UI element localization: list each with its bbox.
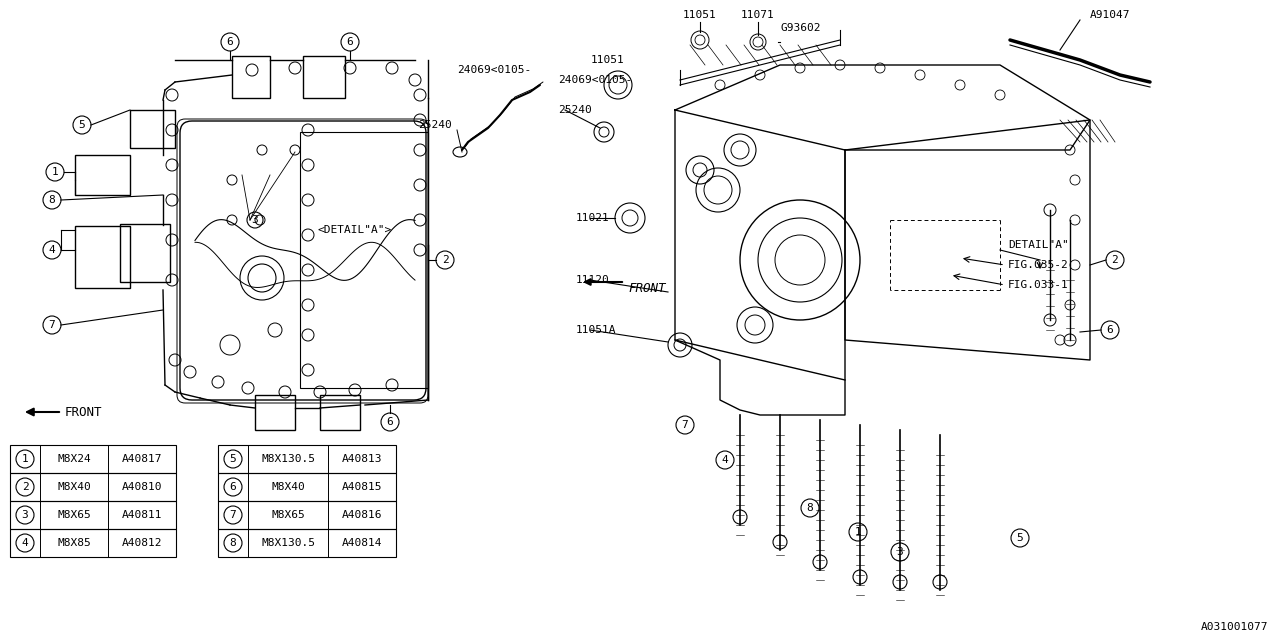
Text: FRONT: FRONT: [628, 282, 666, 294]
Text: A40812: A40812: [122, 538, 163, 548]
Text: A40810: A40810: [122, 482, 163, 492]
Text: M8X65: M8X65: [58, 510, 91, 520]
Text: 3: 3: [252, 215, 259, 225]
Bar: [218, 445, 396, 473]
Text: 4: 4: [49, 245, 55, 255]
Text: 5: 5: [229, 454, 237, 464]
Text: 11051A: 11051A: [576, 325, 617, 335]
Text: 1: 1: [855, 527, 861, 537]
Text: 11021: 11021: [576, 213, 609, 223]
Text: 1: 1: [51, 167, 59, 177]
Text: M8X24: M8X24: [58, 454, 91, 464]
Bar: [255, 395, 294, 430]
Text: 5: 5: [78, 120, 86, 130]
Text: <DETAIL"A">: <DETAIL"A">: [317, 225, 392, 235]
Text: FRONT: FRONT: [65, 406, 102, 419]
Text: 1: 1: [22, 454, 28, 464]
Text: A40813: A40813: [342, 454, 383, 464]
Text: 11120: 11120: [576, 275, 609, 285]
Text: 11051: 11051: [684, 10, 717, 20]
Text: M8X85: M8X85: [58, 538, 91, 548]
Text: M8X40: M8X40: [58, 482, 91, 492]
Text: 6: 6: [347, 37, 353, 47]
Text: 8: 8: [229, 538, 237, 548]
Text: 4: 4: [722, 455, 728, 465]
Text: A91047: A91047: [1091, 10, 1130, 20]
Bar: [320, 395, 360, 430]
Text: FIG.035-2: FIG.035-2: [1009, 260, 1069, 270]
Bar: [10, 501, 177, 529]
Text: 7: 7: [49, 320, 55, 330]
Text: M8X130.5: M8X130.5: [261, 538, 315, 548]
Text: 6: 6: [1107, 325, 1114, 335]
Bar: [10, 445, 177, 473]
Bar: [76, 155, 131, 195]
Text: 24069<0105-: 24069<0105-: [558, 75, 632, 85]
Text: A40817: A40817: [122, 454, 163, 464]
Bar: [131, 110, 175, 148]
Text: 3: 3: [896, 547, 904, 557]
Text: M8X130.5: M8X130.5: [261, 454, 315, 464]
Bar: [232, 56, 270, 98]
Text: 6: 6: [227, 37, 233, 47]
Text: 4: 4: [22, 538, 28, 548]
Text: 8: 8: [49, 195, 55, 205]
Text: 24069<0105-: 24069<0105-: [457, 65, 531, 75]
Text: A40815: A40815: [342, 482, 383, 492]
Bar: [218, 473, 396, 501]
Bar: [218, 529, 396, 557]
Text: A40814: A40814: [342, 538, 383, 548]
Text: 2: 2: [442, 255, 448, 265]
Text: A40811: A40811: [122, 510, 163, 520]
Text: 7: 7: [682, 420, 689, 430]
Text: M8X40: M8X40: [271, 482, 305, 492]
Bar: [10, 473, 177, 501]
Text: 5: 5: [1016, 533, 1024, 543]
Text: DETAIL"A": DETAIL"A": [1009, 240, 1069, 250]
Bar: [76, 226, 131, 288]
Bar: [300, 132, 428, 388]
Text: 3: 3: [22, 510, 28, 520]
Text: 7: 7: [229, 510, 237, 520]
Bar: [303, 56, 346, 98]
Text: 6: 6: [387, 417, 393, 427]
Text: 2: 2: [1111, 255, 1119, 265]
Bar: [10, 529, 177, 557]
Bar: [120, 224, 170, 282]
Text: 6: 6: [229, 482, 237, 492]
Text: G93602: G93602: [780, 23, 820, 33]
Text: 2: 2: [22, 482, 28, 492]
Text: 11071: 11071: [741, 10, 774, 20]
Text: 8: 8: [806, 503, 813, 513]
Text: A031001077: A031001077: [1201, 622, 1268, 632]
Text: FIG.033-1: FIG.033-1: [1009, 280, 1069, 290]
Text: M8X65: M8X65: [271, 510, 305, 520]
Text: A40816: A40816: [342, 510, 383, 520]
Bar: [218, 501, 396, 529]
Text: 25240: 25240: [419, 120, 452, 130]
Text: 11051: 11051: [591, 55, 625, 65]
Text: 25240: 25240: [558, 105, 591, 115]
